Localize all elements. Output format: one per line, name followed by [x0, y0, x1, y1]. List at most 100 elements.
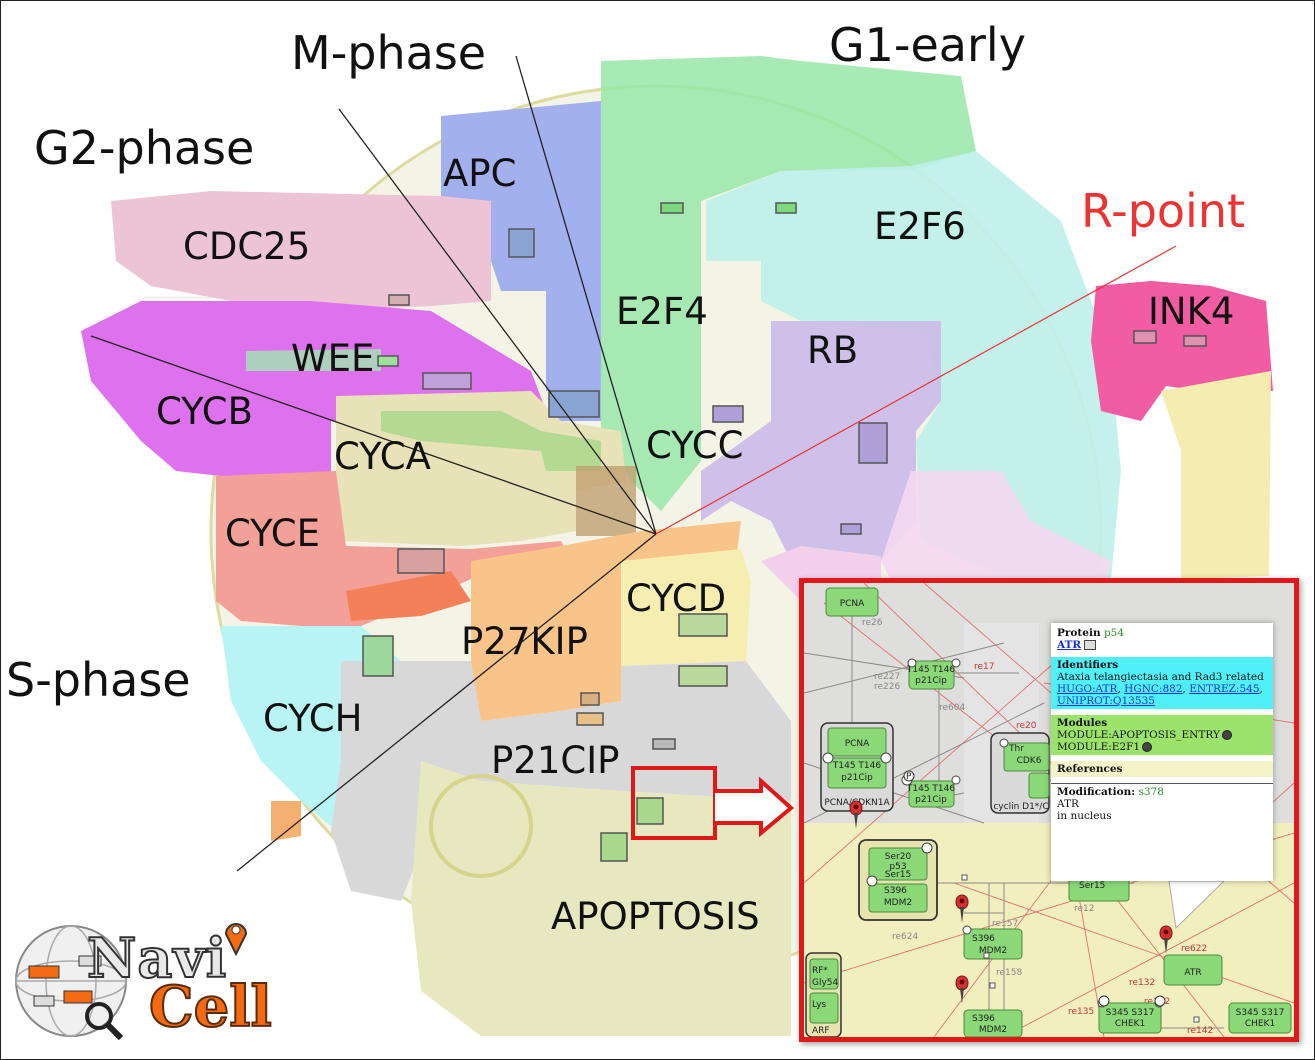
node-p21cip-mid-sites: T145 T146 — [906, 784, 955, 794]
re1-label: re17 — [974, 662, 995, 672]
node-p21cip-mid[interactable] — [908, 780, 955, 808]
info-popup: Protein p54 ATR Identifiers Ataxia telan… — [1051, 623, 1273, 881]
pin-icon[interactable] — [955, 894, 969, 923]
p53-ser15-label: Ser15 — [885, 870, 911, 880]
re26-label: re26 — [862, 618, 883, 628]
node-mdm2-b[interactable] — [963, 1009, 1023, 1037]
region-cdc25 — [111, 191, 491, 311]
location-pin-icon — [224, 923, 248, 956]
map-pins[interactable] — [849, 800, 1173, 1004]
region-p21cip — [331, 661, 791, 901]
node-atr-label: ATR — [1184, 968, 1201, 978]
popup-atr-link[interactable]: ATR — [1057, 639, 1082, 651]
link-hugo[interactable]: HUGO:ATR — [1057, 683, 1118, 695]
phase-lines — [90, 55, 657, 872]
node-p21cip-top[interactable] — [908, 660, 955, 690]
popup-modification-value: s378 — [1138, 786, 1164, 798]
node-chek1-a-label: CHEK1 — [1115, 1019, 1145, 1029]
region-yellow-right — [1161, 371, 1271, 579]
navicell-logo: Navi Cell — [9, 916, 284, 1046]
link-entrez[interactable]: ENTREZ:545 — [1189, 683, 1260, 695]
module-dot-icon[interactable] — [1142, 742, 1153, 752]
highlight-arrow — [715, 776, 795, 838]
label-cdc25: CDC25 — [183, 225, 310, 268]
label-cycb: CYCB — [156, 390, 253, 433]
book-icon[interactable] — [1084, 640, 1097, 650]
label-wee: WEE — [291, 337, 374, 380]
node-mdm2-b-s396: S396 — [972, 1014, 995, 1024]
zoom-inset: PCNA re26 PCNA T145 T146 p21Cip PCNA/CDK… — [799, 578, 1299, 1042]
node-mdm2-a[interactable] — [963, 928, 1023, 960]
popup-identifiers-header: Identifiers — [1057, 659, 1119, 671]
module-dot-icon[interactable] — [1221, 730, 1232, 740]
region-rb — [701, 321, 941, 561]
popup-title-prefix: Protein — [1057, 627, 1101, 639]
region-e2f6 — [706, 151, 1121, 581]
arf-label: ARF — [812, 1026, 830, 1036]
popup-module-2[interactable]: MODULE:E2F1 — [1057, 741, 1141, 753]
node-chek1-a[interactable] — [1098, 1002, 1162, 1034]
popup-tail — [1168, 880, 1226, 930]
label-r-point: R-point — [1081, 184, 1245, 238]
node-pcna-top-label: PCNA — [840, 599, 865, 609]
re158-label: re158 — [996, 968, 1022, 978]
node-chek1-a-sites: S345 S317 — [1106, 1008, 1155, 1018]
label-cycc: CYCC — [646, 424, 743, 467]
popup-references-header: References — [1057, 763, 1123, 775]
popup-modification-line1: ATR — [1057, 798, 1079, 810]
region-cycb — [81, 301, 546, 481]
label-ink4: INK4 — [1148, 290, 1234, 333]
region-wee — [246, 349, 381, 371]
pin-icon[interactable] — [955, 975, 969, 1004]
label-p21cip: P21CIP — [491, 739, 619, 782]
node-p21cip-mid-label: p21Cip — [915, 795, 947, 805]
pin-icon[interactable] — [849, 800, 863, 829]
label-apc: APC — [443, 152, 516, 195]
label-e2f4: E2F4 — [616, 290, 708, 333]
label-apoptosis: APOPTOSIS — [551, 895, 760, 938]
node-mdm2-a-label: MDM2 — [979, 946, 1007, 956]
re12-label: re12 — [1074, 904, 1095, 914]
link-hgnc[interactable]: HGNC:882 — [1124, 683, 1183, 695]
label-cych: CYCH — [263, 697, 362, 740]
node-pcna-top[interactable] — [825, 587, 879, 617]
node-chek1-b-label: CHEK1 — [1245, 1019, 1275, 1029]
label-e2f6: E2F6 — [874, 205, 966, 248]
node-mdm2-b-label: MDM2 — [979, 1025, 1007, 1035]
popup-identifiers-desc: Ataxia telangiectasia and Rad3 related — [1057, 671, 1264, 683]
re135-label: re135 — [1068, 1007, 1094, 1017]
label-cyce: CYCE — [225, 512, 320, 555]
popup-modification-line2: in nucleus — [1057, 810, 1112, 822]
re157-label: re157 — [992, 919, 1018, 929]
node-atr[interactable] — [1163, 954, 1223, 986]
arf-top-label: RF* — [812, 966, 828, 976]
popup-module-1[interactable]: MODULE:APOPTOSIS_ENTRY — [1057, 729, 1220, 741]
label-m-phase: M-phase — [291, 26, 486, 80]
apoptosis-circle — [429, 774, 533, 878]
popup-modification-section: Modification: s378 ATR in nucleus — [1051, 783, 1273, 824]
complex-p21cip-label: p21Cip — [841, 773, 873, 783]
p53-label: p53 — [889, 862, 906, 872]
complex-pcna-label: PCNA — [845, 739, 870, 749]
re227-label: re227 — [874, 672, 900, 682]
label-p27kip: P27KIP — [461, 620, 588, 663]
region-cyce-orange — [346, 571, 471, 621]
inset-nodes: PCNA re26 PCNA T145 T146 p21Cip PCNA/CDK… — [805, 587, 1292, 1037]
complex-mdm2-label: MDM2 — [884, 898, 912, 908]
region-apoptosis — [411, 761, 791, 1036]
node-chek1-b-sites: S345 S317 — [1236, 1008, 1285, 1018]
region-cyce — [216, 471, 571, 626]
cdk6-thr-label: Thr — [1008, 744, 1024, 754]
region-p27kip — [471, 521, 741, 721]
arf-lys-label: Lys — [812, 1000, 827, 1010]
map-node-glyphs — [362, 202, 1207, 862]
pin-icon[interactable] — [1159, 925, 1173, 954]
label-cycd: CYCD — [626, 577, 726, 620]
popup-references-section: References — [1051, 761, 1273, 777]
link-uniprot[interactable]: UNIPROT:Q13535 — [1057, 695, 1155, 707]
re132-label: re132 — [1129, 978, 1155, 988]
node-chek1-b[interactable] — [1228, 1002, 1292, 1034]
re226-label: re226 — [874, 682, 900, 692]
